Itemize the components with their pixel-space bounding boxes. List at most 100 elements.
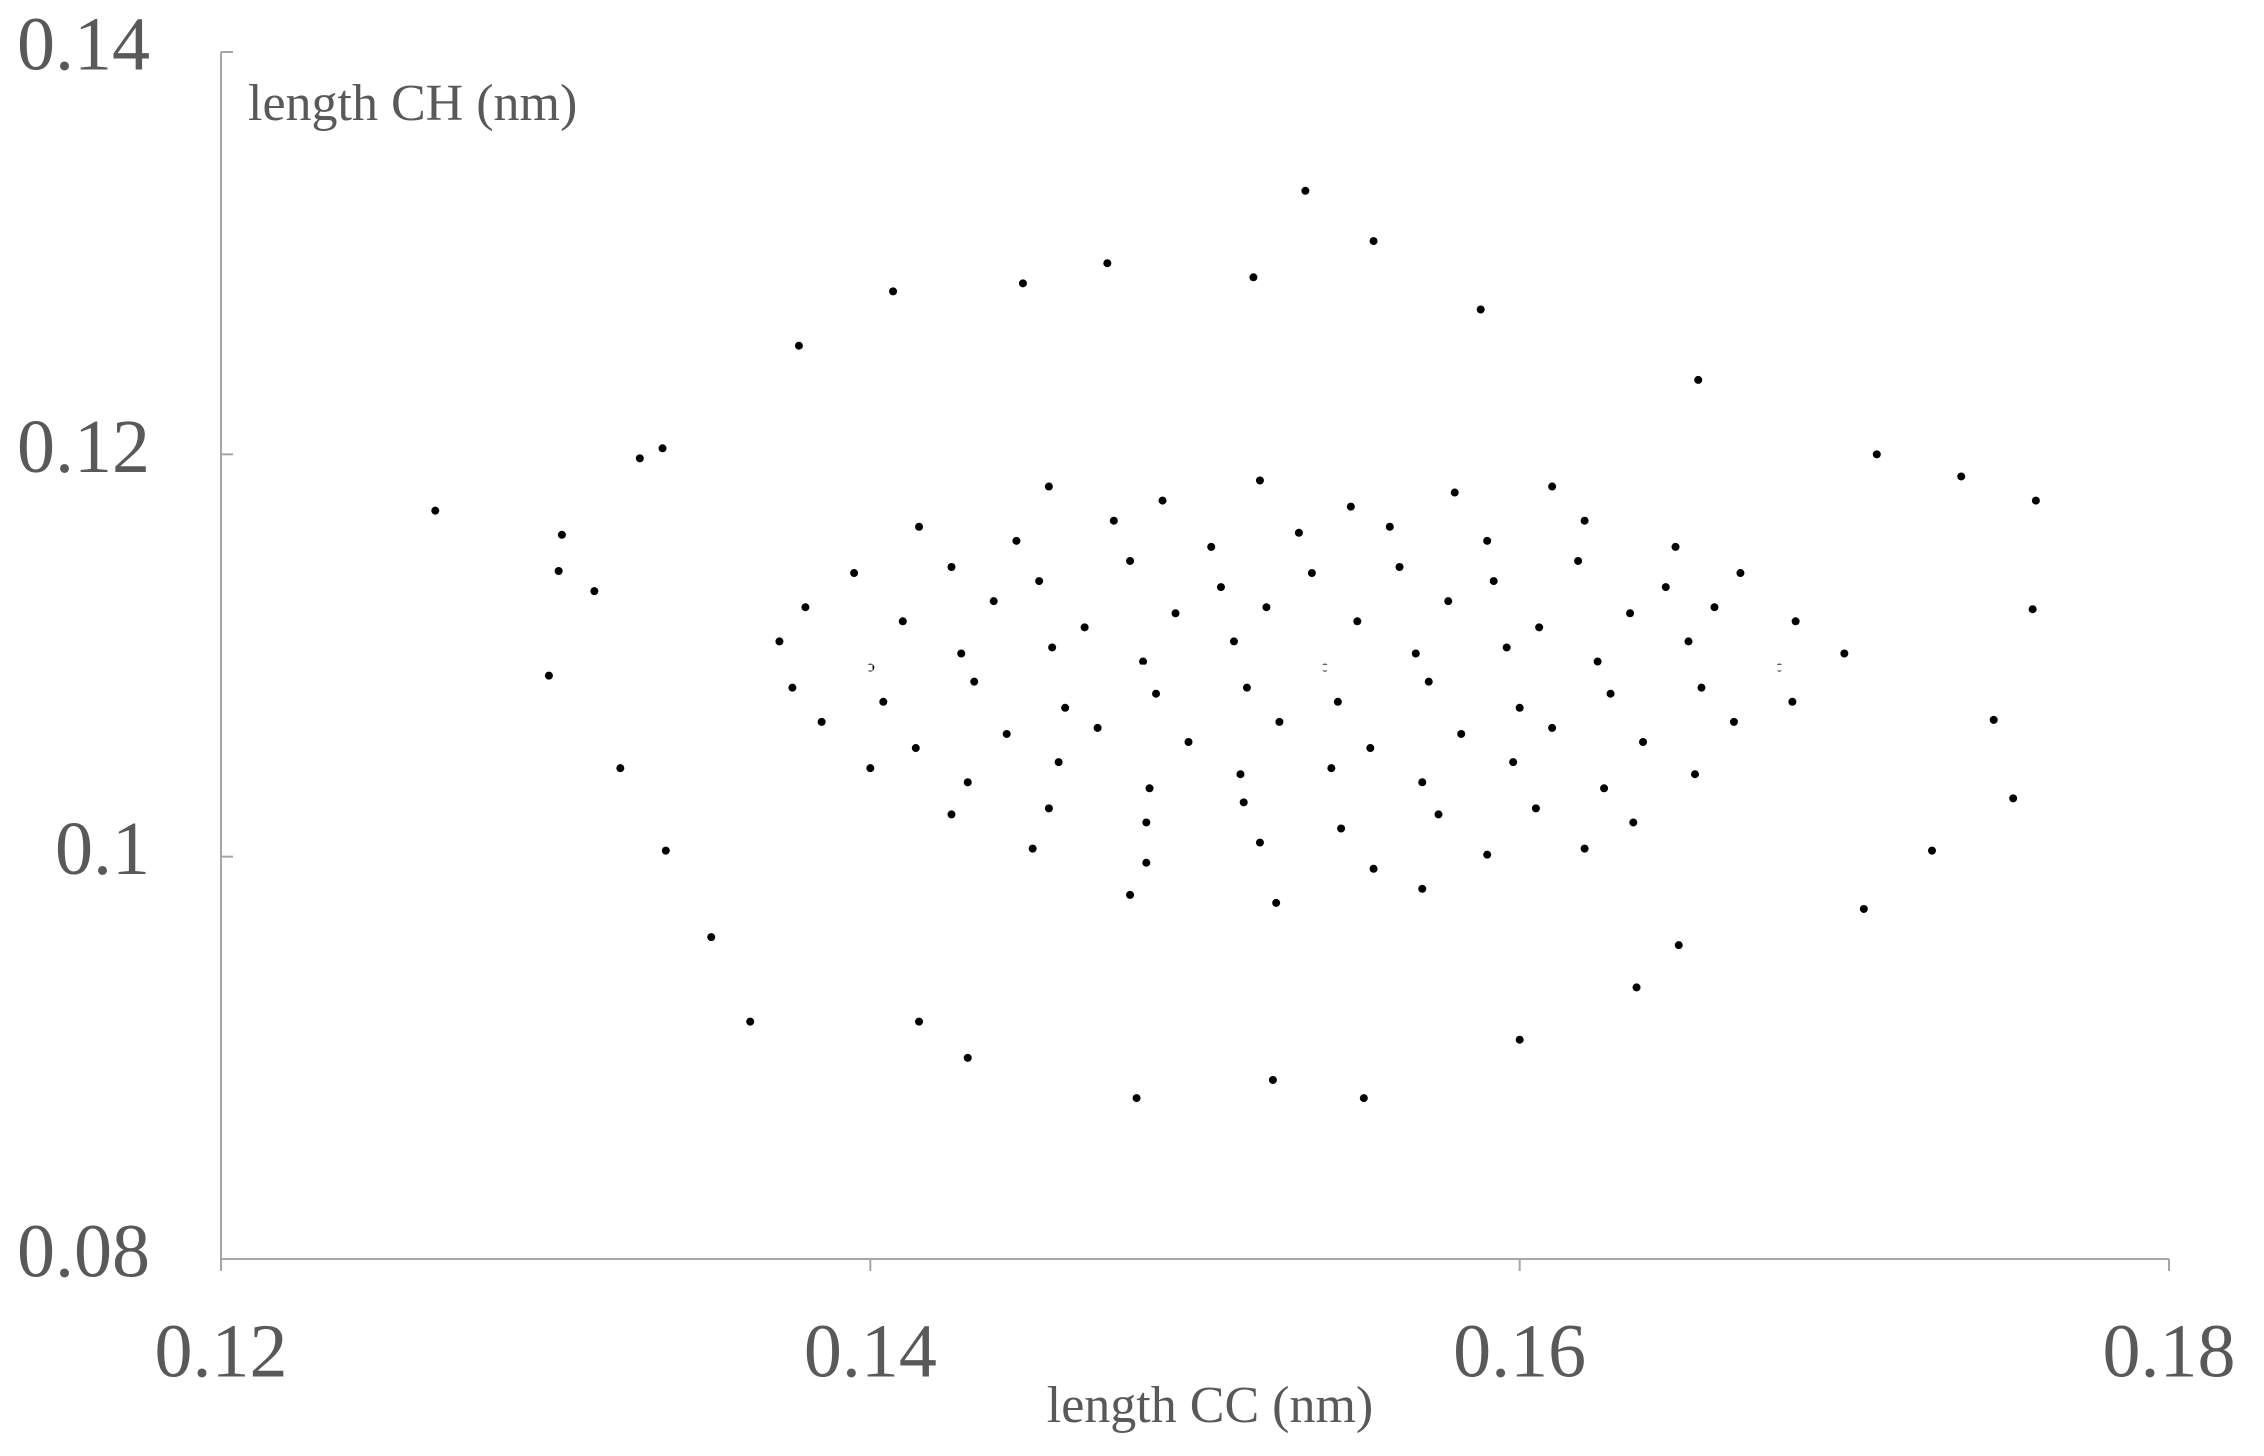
point <box>1272 898 1281 907</box>
point <box>1791 617 1800 626</box>
point <box>1535 623 1544 632</box>
point <box>1262 603 1271 612</box>
point <box>1674 941 1683 950</box>
point <box>788 683 797 692</box>
point <box>794 341 803 350</box>
point <box>915 522 924 531</box>
point <box>957 649 966 658</box>
point <box>1957 472 1966 481</box>
point <box>1216 583 1225 592</box>
point <box>1236 770 1245 779</box>
point <box>554 567 563 576</box>
point <box>1126 556 1135 565</box>
point <box>1502 643 1511 652</box>
point <box>1515 1035 1524 1044</box>
point <box>1489 577 1498 586</box>
point <box>1048 643 1057 652</box>
point <box>801 603 810 612</box>
x-tick-label: 0.14 <box>804 1309 937 1393</box>
point <box>1671 542 1680 551</box>
point <box>1268 1075 1277 1084</box>
point <box>1158 496 1167 505</box>
point <box>1369 237 1378 246</box>
point <box>1606 689 1615 698</box>
point <box>889 287 898 296</box>
x-axis-label: length CC (nm) <box>1047 1377 1373 1434</box>
point <box>1729 717 1738 726</box>
point <box>1301 186 1310 195</box>
point <box>1184 738 1193 747</box>
point <box>1080 623 1089 632</box>
point <box>1142 858 1151 867</box>
point <box>1859 904 1868 913</box>
point <box>1044 482 1053 491</box>
point <box>1255 838 1264 847</box>
point <box>1600 784 1609 793</box>
point <box>1018 279 1027 288</box>
point <box>1327 764 1336 773</box>
point <box>898 617 907 626</box>
point <box>1333 697 1342 706</box>
point <box>1661 583 1670 592</box>
point <box>1044 804 1053 813</box>
point <box>1684 637 1693 646</box>
point <box>1294 528 1303 537</box>
point <box>1395 562 1404 571</box>
point <box>1035 577 1044 586</box>
point <box>1629 818 1638 827</box>
point <box>1580 516 1589 525</box>
point <box>1126 890 1135 899</box>
point <box>1249 273 1258 282</box>
point <box>1385 522 1394 531</box>
point <box>1548 482 1557 491</box>
point <box>1255 476 1264 485</box>
point <box>1418 884 1427 893</box>
point <box>1207 542 1216 551</box>
point <box>746 1017 755 1026</box>
point <box>1353 617 1362 626</box>
point <box>1061 703 1070 712</box>
point <box>1710 603 1719 612</box>
y-tick-label: 0.1 <box>55 807 150 891</box>
point <box>879 697 888 706</box>
point <box>1171 609 1180 618</box>
point <box>1548 723 1557 732</box>
point <box>1927 846 1936 855</box>
y-tick-label: 0.12 <box>17 405 150 489</box>
point <box>1103 259 1112 268</box>
point <box>544 671 553 680</box>
point <box>817 717 826 726</box>
point <box>557 530 566 539</box>
point <box>661 846 670 855</box>
point <box>1509 758 1518 767</box>
point <box>1242 683 1251 692</box>
point <box>1028 844 1037 853</box>
point <box>707 933 716 942</box>
point <box>1366 744 1375 753</box>
point <box>989 597 998 606</box>
point <box>911 744 920 753</box>
point <box>431 506 440 515</box>
point <box>1697 683 1706 692</box>
point <box>1418 778 1427 787</box>
point <box>1142 818 1151 827</box>
point <box>1483 850 1492 859</box>
y-tick-label: 0.14 <box>17 2 150 86</box>
point <box>1369 864 1378 873</box>
point <box>1574 556 1583 565</box>
point <box>1690 770 1699 779</box>
point <box>1639 738 1648 747</box>
point <box>1229 637 1238 646</box>
point <box>1145 784 1154 793</box>
point <box>1424 677 1433 686</box>
point <box>1434 810 1443 819</box>
point <box>1002 729 1011 738</box>
point <box>1239 798 1248 807</box>
point <box>1626 609 1635 618</box>
point <box>2009 794 2018 803</box>
x-tick-label: 0.18 <box>2103 1309 2236 1393</box>
point <box>1444 597 1453 606</box>
point <box>1054 758 1063 767</box>
point <box>1989 715 1998 724</box>
point <box>1337 824 1346 833</box>
